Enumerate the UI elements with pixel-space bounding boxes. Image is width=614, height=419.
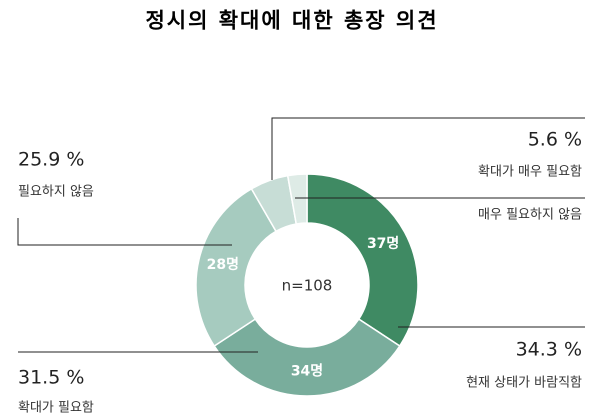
donut-slice (213, 318, 401, 397)
category-label: 매우 필요하지 않음 (478, 208, 582, 223)
percent-label: 31.5 % (18, 367, 84, 389)
value-label: 37명 (367, 235, 399, 252)
percent-label: 5.6 % (528, 129, 582, 151)
category-label: 현재 상태가 바람직함 (466, 376, 582, 391)
value-label: 34명 (291, 363, 323, 380)
callout-line (271, 117, 585, 180)
percent-label: 25.9 % (18, 149, 84, 171)
category-label: 확대가 매우 필요함 (478, 165, 582, 180)
callout-line (17, 218, 232, 246)
category-label: 확대가 필요함 (18, 401, 94, 416)
donut-slice (286, 173, 308, 225)
donut-slice (195, 187, 278, 348)
category-label: 필요하지 않음 (18, 185, 94, 200)
percent-label: 34.3 % (516, 339, 582, 361)
chart-title: 정시의 확대에 대한 총장 의견 (145, 8, 438, 33)
donut-slice (306, 173, 419, 348)
center-label: n=108 (282, 277, 333, 295)
value-label: 28명 (207, 256, 239, 273)
